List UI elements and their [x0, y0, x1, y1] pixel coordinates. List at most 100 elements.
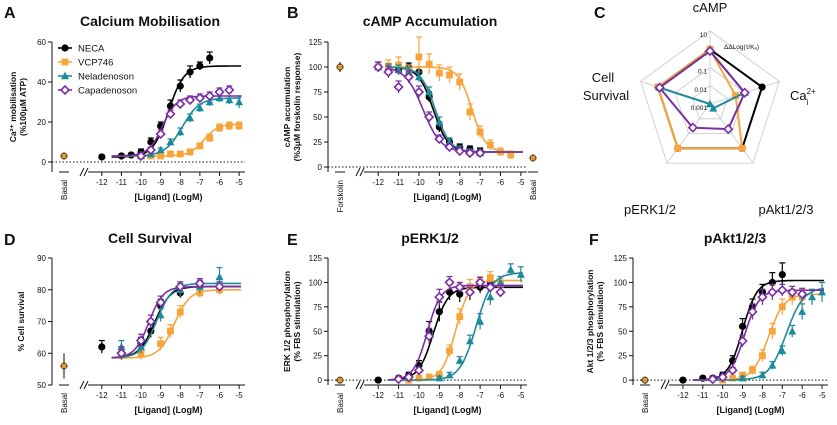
y-axis-label: cAMP accumulation(%3μM forskolin respons…	[282, 53, 302, 162]
data-point	[373, 61, 384, 73]
y-tick-label: 75	[313, 88, 322, 97]
data-point	[768, 327, 776, 335]
data-point	[167, 150, 174, 158]
data-point	[456, 290, 464, 298]
x-tick-label: -6	[497, 178, 505, 187]
fit-curve	[111, 285, 242, 359]
y-tick-label: 100	[309, 63, 323, 72]
x-tick-label: -10	[135, 178, 147, 187]
radar-polygon	[656, 47, 744, 150]
data-point	[194, 92, 206, 104]
data-point	[413, 365, 425, 376]
panel-title: cAMP Accumulation	[363, 13, 498, 29]
data-point	[393, 81, 404, 93]
radar-ring-label: 10	[700, 32, 708, 39]
fit-curve	[692, 293, 824, 381]
x-axis-label: [Ligand] (LogM)	[414, 192, 482, 202]
y-tick-label: 100	[614, 278, 628, 287]
series-vcp746	[111, 284, 242, 360]
forskolin-label: Forskolin	[336, 180, 345, 212]
data-point	[435, 117, 444, 126]
data-point	[98, 153, 106, 161]
data-point	[434, 133, 445, 145]
series-vcp746	[388, 271, 523, 384]
x-tick-label: -5	[236, 391, 244, 400]
data-point	[737, 335, 748, 347]
x-axis-label: [Ligand] (LogM)	[135, 192, 203, 202]
data-point	[425, 87, 434, 96]
data-point	[196, 142, 204, 150]
data-point	[747, 306, 758, 317]
axis-break	[355, 380, 365, 390]
x-tick-label: -8	[456, 178, 464, 187]
basal-point	[61, 363, 67, 369]
x-tick-label: -6	[497, 391, 505, 400]
fit-curve	[388, 279, 523, 381]
x-tick-label: -7	[779, 391, 787, 400]
y-tick-label: 40	[37, 78, 46, 87]
axis-break	[355, 167, 365, 177]
data-point	[727, 365, 738, 376]
y-tick-label: 125	[309, 254, 323, 263]
data-point	[464, 287, 476, 298]
x-tick-label: -9	[157, 178, 165, 187]
series-capadenoson	[111, 278, 242, 360]
radar-scale-label: ΔΔLog(τ/Kₐ)	[724, 44, 759, 51]
legend-marker	[61, 71, 69, 80]
fit-curve	[111, 285, 242, 359]
y-tick-label: 60	[37, 38, 46, 47]
data-point	[204, 90, 215, 102]
y-tick-label: 50	[37, 381, 46, 390]
x-tick-label: -12	[372, 391, 384, 400]
y-axis-label: Ca²⁺ mobilisation(%100μM ATP)	[8, 72, 28, 143]
radar-ring-label: 0.1	[698, 69, 707, 76]
data-point	[116, 348, 127, 359]
panel-title: Calcium Mobilisation	[80, 13, 220, 29]
x-tick-label: -9	[739, 391, 747, 400]
x-tick-label: -12	[677, 391, 689, 400]
x-tick-label: -8	[177, 178, 185, 187]
panel-title: Cell Survival	[108, 230, 192, 246]
data-point	[456, 78, 464, 86]
data-point	[749, 366, 756, 374]
x-tick-label: -6	[216, 391, 224, 400]
radar-point	[674, 144, 682, 152]
data-point	[445, 371, 454, 379]
x-axis-label: [Ligand] (LogM)	[414, 405, 482, 415]
data-point	[446, 347, 453, 355]
x-axis-label: [Ligand] (LogM)	[135, 405, 203, 415]
radar-spoke	[709, 103, 754, 164]
data-point	[225, 122, 233, 130]
x-tick-label: -5	[818, 391, 826, 400]
basal-label: Basal	[336, 393, 345, 413]
data-point	[506, 265, 515, 273]
basal-label: Basal	[60, 393, 69, 413]
data-point	[446, 71, 453, 79]
series-capadenoson	[692, 283, 824, 385]
data-point	[767, 287, 778, 298]
data-point	[486, 292, 495, 301]
series-capadenoson	[388, 275, 523, 385]
data-point	[206, 134, 214, 142]
radar-spoke	[666, 103, 711, 164]
panel-letter: A	[4, 5, 16, 22]
y-tick-label: 20	[37, 118, 46, 127]
x-tick-label: -7	[477, 391, 485, 400]
data-point	[679, 376, 687, 384]
x-tick-label: -7	[477, 178, 485, 187]
series-capadenoson	[111, 84, 242, 162]
data-point	[464, 147, 476, 159]
data-point	[778, 271, 786, 279]
legend-label: VCP746	[78, 58, 113, 69]
radar-ring	[674, 67, 746, 134]
data-point	[383, 66, 394, 78]
data-point	[176, 308, 184, 316]
y-axis-label: ERK 1/2 phosphorylation(% FBS stimulatio…	[282, 271, 302, 372]
y-tick-label: 125	[614, 254, 628, 263]
panel-title: pAkt1/2/3	[704, 230, 766, 246]
axis-break	[79, 380, 89, 390]
data-point	[787, 287, 798, 298]
radar-point	[758, 83, 766, 91]
